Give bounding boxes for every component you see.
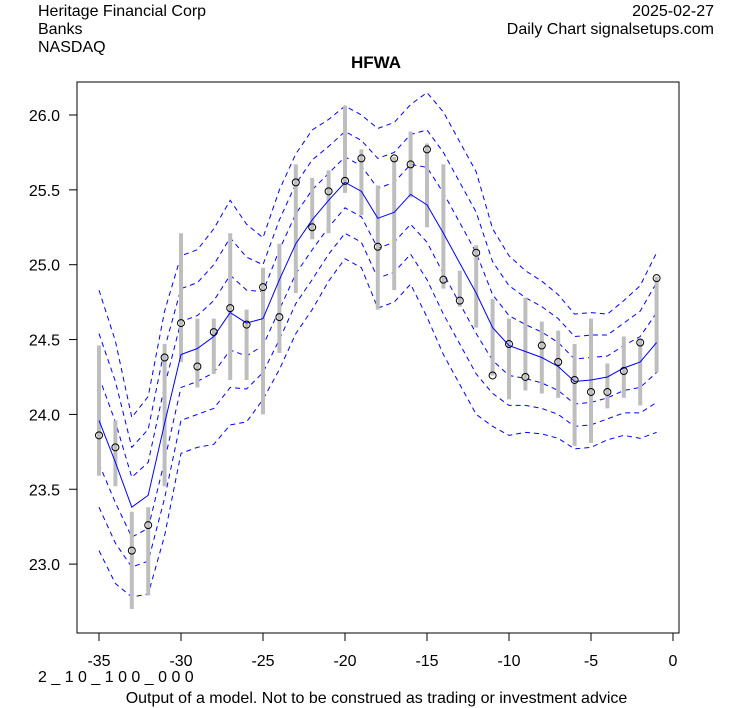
close-point (570, 375, 579, 384)
close-point (587, 387, 595, 396)
chart-source: Daily Chart signalsetups.com (506, 21, 714, 38)
exchange: NASDAQ (38, 39, 106, 56)
close-point (488, 371, 497, 380)
close-point (275, 313, 284, 322)
close-point (193, 362, 202, 371)
close-point (406, 160, 415, 169)
chart-date: 2025-02-27 (632, 3, 714, 20)
y-tick-label: 24.5 (29, 333, 60, 350)
close-point (177, 319, 185, 328)
band-line-minus3 (98, 258, 657, 598)
close-point (390, 154, 399, 163)
x-tick-label: -35 (87, 653, 110, 670)
close-point (636, 338, 645, 347)
close-point (357, 154, 366, 163)
close-point (111, 443, 120, 452)
close-point (603, 387, 612, 396)
x-tick-label: -10 (497, 653, 520, 670)
company-name: Heritage Financial Corp (38, 3, 207, 20)
close-point (308, 223, 317, 232)
y-tick-label: 23.5 (29, 482, 60, 499)
moving-average-line (98, 181, 657, 509)
y-tick-label: 23.0 (29, 557, 60, 574)
close-point (521, 372, 530, 381)
y-tick-label: 26.0 (29, 108, 60, 125)
y-tick-label: 25.5 (29, 183, 60, 200)
close-point (537, 341, 546, 350)
close-point (472, 248, 481, 257)
close-point (209, 328, 218, 337)
x-tick-label: -20 (333, 653, 356, 670)
close-point (259, 283, 267, 292)
close-point (324, 187, 333, 196)
disclaimer: Output of a model. Not to be construed a… (125, 690, 628, 707)
y-tick-label: 24.0 (29, 407, 60, 424)
y-tick-label: 25.0 (29, 258, 60, 275)
close-point (554, 358, 563, 367)
close-point (291, 178, 300, 187)
close-point (95, 431, 103, 440)
plot-frame (76, 81, 680, 634)
close-point (127, 546, 136, 555)
close-point (373, 242, 382, 251)
close-point (160, 353, 169, 362)
close-point (341, 176, 349, 185)
model-code: 2 _ 1 0 _ 1 0 0 _ 0 0 0 (38, 669, 194, 686)
close-point (423, 145, 431, 154)
x-tick-label: -30 (169, 653, 192, 670)
close-point (226, 304, 235, 313)
x-tick-label: 0 (669, 653, 678, 670)
close-point (439, 275, 448, 284)
sector: Banks (38, 21, 83, 38)
close-point (144, 521, 153, 530)
chart-title: HFWA (351, 53, 401, 72)
close-point (455, 296, 464, 305)
band-line-plus3 (98, 91, 658, 419)
x-tick-label: -15 (415, 653, 438, 670)
x-tick-label: -5 (584, 653, 598, 670)
close-point (619, 366, 628, 375)
close-point (652, 274, 661, 283)
close-point (505, 340, 513, 349)
close-point (242, 320, 251, 329)
x-tick-label: -25 (251, 653, 274, 670)
band-line-plus2 (98, 129, 658, 449)
